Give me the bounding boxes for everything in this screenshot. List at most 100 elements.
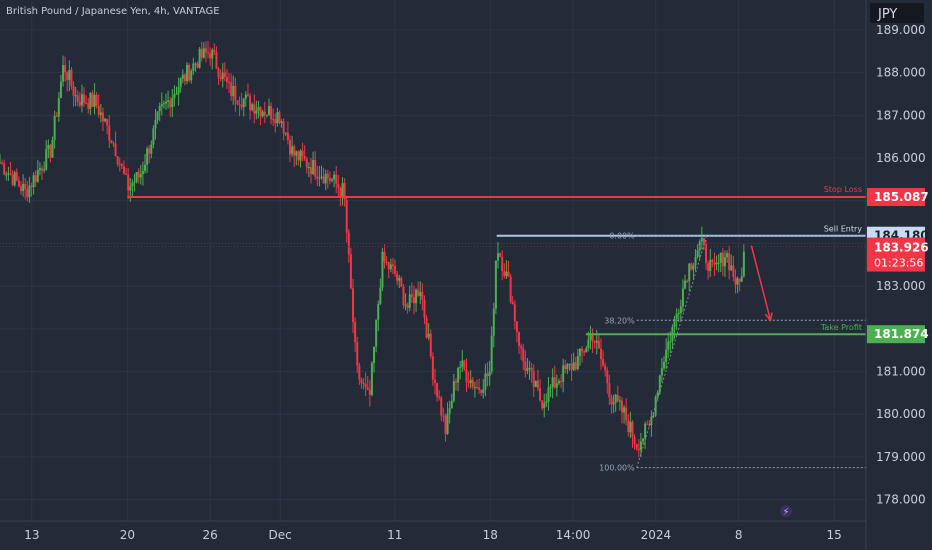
candle-body <box>324 173 327 184</box>
candle-body <box>467 381 470 384</box>
candle-body <box>118 164 121 166</box>
candle-body <box>415 289 418 304</box>
candle-body <box>89 93 92 109</box>
candle-body <box>364 383 367 388</box>
currency-badge[interactable] <box>870 3 924 23</box>
candle-body <box>486 373 489 377</box>
fib-level-label: 100.00% <box>599 464 635 473</box>
candle-body <box>135 172 138 182</box>
candle-body <box>612 402 615 405</box>
candle-body <box>221 72 224 80</box>
candle-body <box>702 237 705 245</box>
candle-body <box>326 173 329 179</box>
candle-body <box>543 402 546 409</box>
candle-body <box>299 150 302 161</box>
symbol-title: British Pound / Japanese Yen, 4h, VANTAG… <box>6 6 220 17</box>
candle-body <box>282 121 285 134</box>
x-tick-label: 18 <box>483 528 498 542</box>
candle-body <box>286 132 289 141</box>
candle-body <box>400 277 403 287</box>
candle-body <box>576 356 579 370</box>
candle-body <box>444 415 447 434</box>
candle-body <box>497 253 500 261</box>
lightning-icon-badge[interactable] <box>780 505 792 517</box>
candle-body <box>404 304 407 306</box>
candle-body <box>51 139 54 158</box>
candle-body <box>375 319 378 347</box>
candle-body <box>259 107 262 117</box>
candle-body <box>34 175 37 182</box>
candle-body <box>658 375 661 393</box>
candle-body <box>0 162 1 164</box>
annotations <box>750 245 773 322</box>
lightning-icon: ⚡ <box>782 507 789 518</box>
candle-body <box>209 53 212 59</box>
candle-body <box>177 87 180 94</box>
candle-body <box>129 186 132 191</box>
candle-body <box>696 250 699 258</box>
candle-body <box>7 173 10 175</box>
candle-body <box>28 185 31 198</box>
candle-body <box>272 119 275 121</box>
time-axis[interactable]: 13 20 26 Dec 11 18 14:00 2024 8 15 <box>24 528 842 542</box>
candle-body <box>488 371 491 377</box>
candle-body <box>557 381 560 384</box>
candle-body <box>595 340 598 343</box>
candle-body <box>723 257 726 267</box>
candle-body <box>518 331 521 347</box>
candle-body <box>66 72 69 80</box>
candle-body <box>141 170 144 175</box>
candle-body <box>341 183 344 197</box>
candle-body <box>665 349 668 362</box>
candle-body <box>234 86 237 101</box>
candle-body <box>551 377 554 388</box>
candle-body <box>713 261 716 265</box>
candle-body <box>602 359 605 366</box>
candle-body <box>423 299 426 318</box>
candle-body <box>232 86 235 97</box>
candle-body <box>249 95 252 111</box>
candle-body <box>207 52 210 54</box>
candle-body <box>599 348 602 360</box>
candle-body <box>17 180 20 187</box>
candle-body <box>154 119 157 129</box>
candle-body <box>730 265 733 271</box>
candle-body <box>238 104 241 106</box>
candle-body <box>225 77 228 82</box>
candle-body <box>509 276 512 303</box>
candle-body <box>148 148 151 154</box>
x-tick-label: 8 <box>735 528 743 542</box>
candle-body <box>230 82 233 97</box>
candle-body <box>705 244 708 263</box>
y-tick-label: 178.000 <box>876 493 926 507</box>
candle-body <box>316 176 319 179</box>
y-tick-label: 186.000 <box>876 151 926 165</box>
price-axis[interactable]: 178.000 179.000 180.000 181.000 183.000 186.0… <box>876 23 926 507</box>
candle-body <box>690 263 693 270</box>
candle-body <box>307 167 310 169</box>
candle-body <box>280 121 283 124</box>
candle-body <box>675 313 678 319</box>
candle-body <box>448 408 451 414</box>
candle-body <box>591 335 594 342</box>
candle-body <box>597 340 600 349</box>
candle-body <box>406 304 409 308</box>
candle-body <box>532 371 535 387</box>
candle-body <box>589 335 592 340</box>
candle-body <box>667 341 670 350</box>
candle-body <box>417 289 420 297</box>
currency-label: JPY <box>877 7 897 22</box>
candle-body <box>660 368 663 376</box>
candle-body <box>562 365 565 382</box>
candle-body <box>618 400 621 402</box>
candle-body <box>698 241 701 251</box>
candle-body <box>291 146 294 155</box>
candle-body <box>694 257 697 266</box>
candle-body <box>343 183 346 200</box>
x-tick-label: 2024 <box>641 528 672 542</box>
candle-body <box>686 280 689 282</box>
candle-body <box>490 335 493 372</box>
candle-body <box>492 308 495 336</box>
